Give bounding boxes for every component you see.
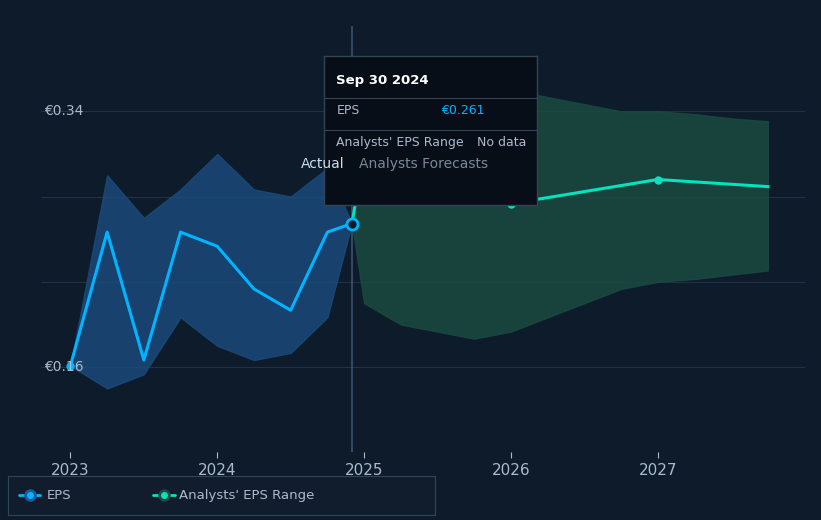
Text: Analysts Forecasts: Analysts Forecasts <box>360 157 488 171</box>
Text: Actual: Actual <box>301 157 345 171</box>
Text: Analysts' EPS Range: Analysts' EPS Range <box>179 489 314 502</box>
Text: €0.16: €0.16 <box>44 360 84 374</box>
Text: €0.34: €0.34 <box>44 105 84 118</box>
Text: EPS: EPS <box>47 489 71 502</box>
